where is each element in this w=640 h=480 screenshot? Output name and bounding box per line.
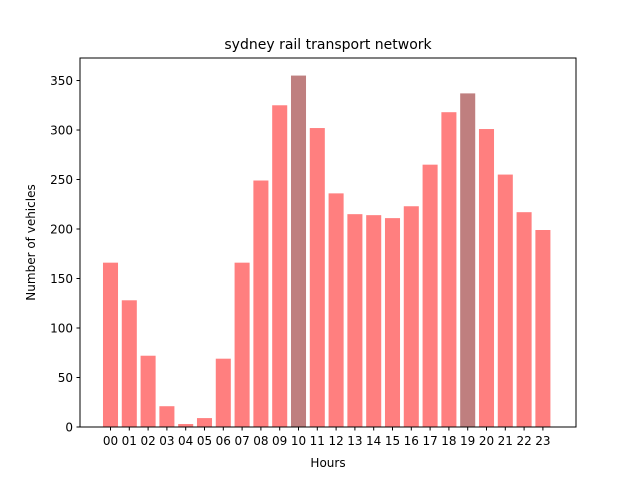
y-tick-label-0: 0 bbox=[65, 421, 73, 435]
x-tick-label-20: 20 bbox=[479, 434, 494, 448]
x-tick-label-22: 22 bbox=[516, 434, 531, 448]
bar-00 bbox=[102, 262, 119, 427]
x-tick-label-09: 09 bbox=[272, 434, 287, 448]
bar-09 bbox=[272, 105, 288, 428]
x-tick-label-12: 12 bbox=[328, 434, 343, 448]
x-tick-label-05: 05 bbox=[197, 434, 212, 448]
bar-18 bbox=[441, 112, 457, 427]
y-axis-label: Number of vehicles bbox=[24, 184, 38, 300]
bar-05 bbox=[196, 418, 213, 427]
bar-15 bbox=[384, 218, 401, 427]
x-tick-label-13: 13 bbox=[347, 434, 362, 448]
x-axis: 00 01 02 03 04 05 06 07 08 09 10 11 12 13 14 15 16 17 18 19… bbox=[103, 427, 551, 448]
bar-20 bbox=[478, 129, 495, 427]
y-tick-label-150: 150 bbox=[50, 272, 73, 286]
x-tick-label-23: 23 bbox=[535, 434, 550, 448]
bar-21 bbox=[497, 174, 513, 427]
plot-frame bbox=[79, 57, 577, 428]
y-tick-label-250: 250 bbox=[50, 173, 73, 187]
bar-06 bbox=[215, 358, 231, 427]
x-tick-label-04: 04 bbox=[178, 434, 193, 448]
bar-17 bbox=[422, 164, 438, 428]
bar-11 bbox=[309, 128, 325, 428]
bar-07 bbox=[234, 262, 250, 427]
x-tick-label-02: 02 bbox=[140, 434, 155, 448]
chart-title: sydney rail transport network bbox=[224, 37, 432, 53]
bar-16 bbox=[403, 206, 419, 427]
bar-01 bbox=[121, 300, 137, 427]
x-tick-label-08: 08 bbox=[253, 434, 268, 448]
y-tick-label-100: 100 bbox=[50, 322, 73, 336]
bar-14 bbox=[366, 215, 382, 427]
x-tick-label-15: 15 bbox=[385, 434, 400, 448]
x-tick-label-01: 01 bbox=[122, 434, 137, 448]
bar-13 bbox=[347, 214, 363, 427]
x-tick-label-11: 11 bbox=[310, 434, 325, 448]
x-tick-label-06: 06 bbox=[216, 434, 231, 448]
x-axis-label: Hours bbox=[310, 456, 345, 470]
bar-08 bbox=[253, 180, 269, 427]
y-tick-label-200: 200 bbox=[50, 223, 73, 237]
x-tick-label-03: 03 bbox=[159, 434, 174, 448]
y-tick-label-50: 50 bbox=[58, 371, 73, 385]
bar-03 bbox=[159, 406, 175, 427]
bar-19 bbox=[460, 93, 476, 427]
bar-12 bbox=[328, 193, 344, 427]
bar-02 bbox=[140, 355, 156, 427]
x-tick-label-17: 17 bbox=[422, 434, 437, 448]
x-tick-label-21: 21 bbox=[498, 434, 513, 448]
x-tick-label-14: 14 bbox=[366, 434, 381, 448]
y-tick-label-350: 350 bbox=[50, 74, 73, 88]
x-tick-label-18: 18 bbox=[441, 434, 456, 448]
x-tick-label-16: 16 bbox=[404, 434, 419, 448]
x-tick-label-19: 19 bbox=[460, 434, 475, 448]
x-tick-label-07: 07 bbox=[234, 434, 249, 448]
bar-10 bbox=[290, 75, 307, 427]
y-tick-label-300: 300 bbox=[50, 124, 73, 138]
bar-22 bbox=[516, 212, 532, 427]
x-tick-label-00: 00 bbox=[103, 434, 118, 448]
x-tick-label-10: 10 bbox=[291, 434, 306, 448]
bar-04 bbox=[178, 424, 194, 427]
bar-23 bbox=[535, 230, 551, 427]
bars-group bbox=[102, 75, 551, 428]
y-axis: 0 50 100 150 200 250 300 350 bbox=[50, 74, 80, 435]
